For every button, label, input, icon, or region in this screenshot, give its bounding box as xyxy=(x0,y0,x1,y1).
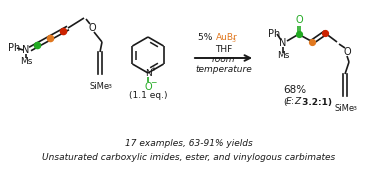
Text: SiMe: SiMe xyxy=(335,104,355,113)
Text: (1.1 eq.): (1.1 eq.) xyxy=(129,90,167,99)
Text: (: ( xyxy=(283,98,287,106)
Text: temperature: temperature xyxy=(195,66,252,74)
Text: SiMe: SiMe xyxy=(90,82,110,91)
Text: 68%: 68% xyxy=(284,85,307,95)
Text: E: E xyxy=(286,98,292,106)
Text: 5%: 5% xyxy=(198,34,215,42)
Text: room: room xyxy=(212,56,235,64)
Text: O: O xyxy=(343,47,351,57)
Text: N: N xyxy=(279,38,287,48)
Text: Z: Z xyxy=(294,98,300,106)
Text: Ph: Ph xyxy=(268,29,280,39)
Text: −: − xyxy=(150,78,156,88)
Text: +: + xyxy=(150,66,156,72)
Text: 3: 3 xyxy=(231,37,235,42)
Text: Unsaturated carboxylic imides, ester, and vinylogous carbimates: Unsaturated carboxylic imides, ester, an… xyxy=(42,153,336,162)
Text: :: : xyxy=(291,98,294,106)
Text: O: O xyxy=(88,23,96,33)
Text: N: N xyxy=(145,68,151,78)
Text: N: N xyxy=(22,45,30,55)
Text: O: O xyxy=(144,82,152,92)
Text: THF: THF xyxy=(215,46,232,55)
Text: Ph: Ph xyxy=(8,43,20,53)
Text: 3: 3 xyxy=(108,84,112,89)
Text: Ms: Ms xyxy=(20,57,32,67)
Text: 3.2:1): 3.2:1) xyxy=(299,98,332,106)
Text: Ms: Ms xyxy=(277,51,289,61)
Text: 3: 3 xyxy=(353,106,357,111)
Text: 17 examples, 63-91% yields: 17 examples, 63-91% yields xyxy=(125,138,253,148)
Text: AuBr: AuBr xyxy=(215,34,237,42)
Text: O: O xyxy=(295,15,303,25)
